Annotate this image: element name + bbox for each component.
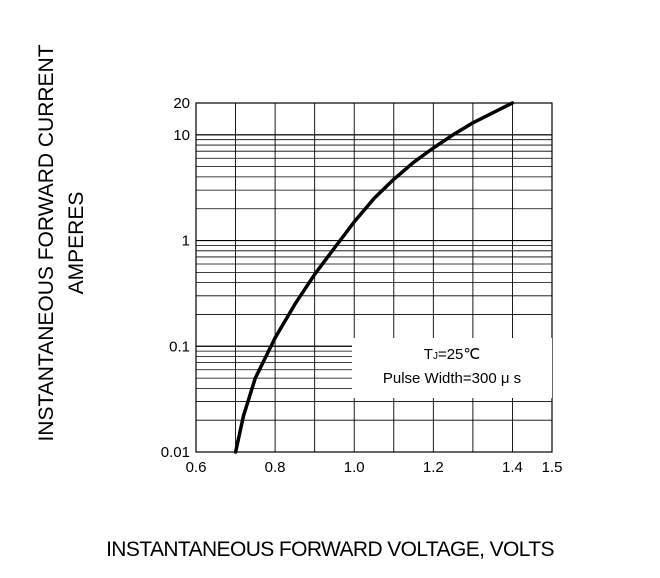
y-tick-label: 0.01 — [161, 444, 190, 461]
y-axis-label: INSTANTANEOUS FORWARD CURRENT AMPERES — [32, 0, 92, 503]
y-axis-label-line1: INSTANTANEOUS FORWARD CURRENT — [35, 44, 58, 442]
x-tick-label: 0.6 — [186, 459, 207, 476]
y-tick-label: 10 — [173, 127, 190, 144]
x-tick-labels: 0.6 0.8 1.0 1.2 1.4 1.5 — [186, 459, 563, 476]
junction-subscript: J — [432, 351, 438, 362]
y-tick-label: 1 — [182, 233, 190, 250]
x-tick-label: 1.4 — [502, 459, 523, 476]
forward-current-curve — [233, 101, 515, 454]
junction-temperature-label: TJ=25℃ — [423, 346, 481, 363]
y-tick-labels: 0.01 0.1 1 10 20 — [161, 95, 190, 461]
series-layer — [233, 101, 515, 454]
y-axis-label-line2: AMPERES — [65, 191, 88, 295]
plot-frame — [195, 102, 553, 453]
x-tick-label: 0.8 — [265, 459, 286, 476]
x-tick-label: 1.5 — [542, 459, 563, 476]
pulse-width-label: Pulse Width=300 μ s — [382, 370, 522, 387]
x-axis-label: INSTANTANEOUS FORWARD VOLTAGE, VOLTS — [106, 538, 554, 561]
y-tick-label: 20 — [173, 95, 190, 112]
x-tick-label: 1.0 — [344, 459, 365, 476]
y-tick-label: 0.1 — [169, 338, 190, 355]
x-tick-label: 1.2 — [423, 459, 444, 476]
conditions-annotation: TJ=25℃ Pulse Width=300 μ s — [352, 338, 552, 398]
